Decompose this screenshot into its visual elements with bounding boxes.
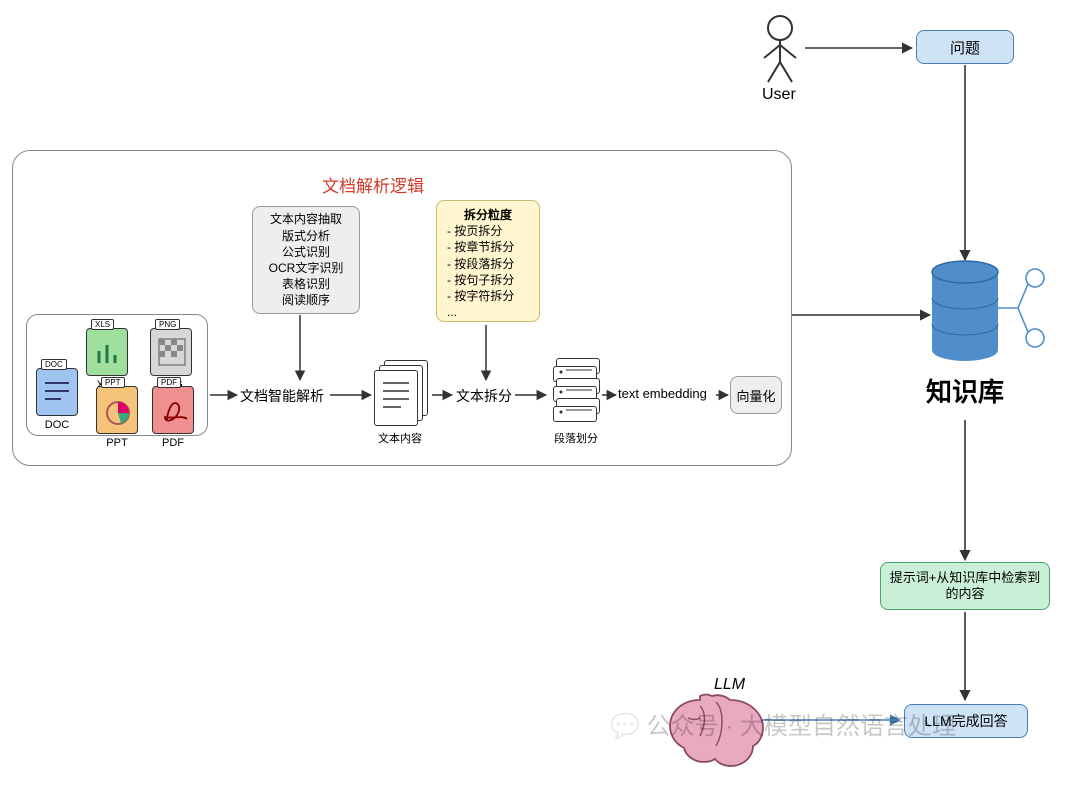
split-i0: - 按页拆分 <box>447 223 502 239</box>
user-label: User <box>762 86 796 104</box>
file-ppt-cap: PPT <box>97 437 137 449</box>
prompt-node: 提示词+从知识库中检索到 的内容 <box>880 562 1050 610</box>
split-more: ... <box>447 304 457 320</box>
extract-l3: OCR文字识别 <box>269 260 344 276</box>
split-i4: - 按字符拆分 <box>447 288 514 304</box>
split-i1: - 按章节拆分 <box>447 239 514 255</box>
file-doc-cap: DOC <box>37 419 77 431</box>
database-icon <box>932 261 1044 361</box>
parse-label: 文档智能解析 <box>240 386 324 406</box>
vectorize-label: 向量化 <box>736 386 775 405</box>
kb-label: 知识库 <box>926 372 1004 409</box>
question-label: 问题 <box>950 37 980 58</box>
file-xls-tab: XLS <box>91 319 114 330</box>
split-title: 拆分粒度 <box>464 207 512 223</box>
vectorize-node: 向量化 <box>730 376 782 414</box>
file-png-tab: PNG <box>155 319 180 330</box>
extract-l2: 公式识别 <box>282 244 330 260</box>
extract-l0: 文本内容抽取 <box>270 211 342 227</box>
split-box: 拆分粒度 - 按页拆分 - 按章节拆分 - 按段落拆分 - 按句子拆分 - 按字… <box>436 200 540 322</box>
file-pdf-tab: PDF <box>157 377 181 388</box>
file-xls-icon: XLS XLS <box>86 328 128 376</box>
question-node: 问题 <box>916 30 1014 64</box>
file-ppt-tab: PPT <box>101 377 125 388</box>
text-content-label: 文本内容 <box>378 430 422 446</box>
llm-label: LLM <box>714 676 745 694</box>
split-label: 文本拆分 <box>456 386 512 406</box>
extract-l1: 版式分析 <box>282 228 330 244</box>
file-png-icon: PNG PNG <box>150 328 192 376</box>
extract-l5: 阅读顺序 <box>282 292 330 308</box>
prompt-line1: 提示词+从知识库中检索到 <box>890 570 1041 586</box>
prompt-line2: 的内容 <box>945 586 984 602</box>
split-i2: - 按段落拆分 <box>447 256 514 272</box>
panel-title: 文档解析逻辑 <box>322 172 424 197</box>
watermark: 💬 公众号 · 大模型自然语言处理 <box>610 706 956 741</box>
user-icon <box>764 16 796 82</box>
split-i3: - 按句子拆分 <box>447 272 514 288</box>
extract-l4: 表格识别 <box>282 276 330 292</box>
embed-label: text embedding <box>618 386 707 401</box>
file-ppt-icon: PPT PPT <box>96 386 138 434</box>
file-pdf-cap: PDF <box>153 437 193 449</box>
extract-box: 文本内容抽取 版式分析 公式识别 OCR文字识别 表格识别 阅读顺序 <box>252 206 360 314</box>
file-doc-tab: DOC <box>41 359 67 370</box>
file-pdf-icon: PDF PDF <box>152 386 194 434</box>
segment-label: 段落划分 <box>554 430 598 446</box>
file-doc-icon: DOC DOC <box>36 368 78 416</box>
